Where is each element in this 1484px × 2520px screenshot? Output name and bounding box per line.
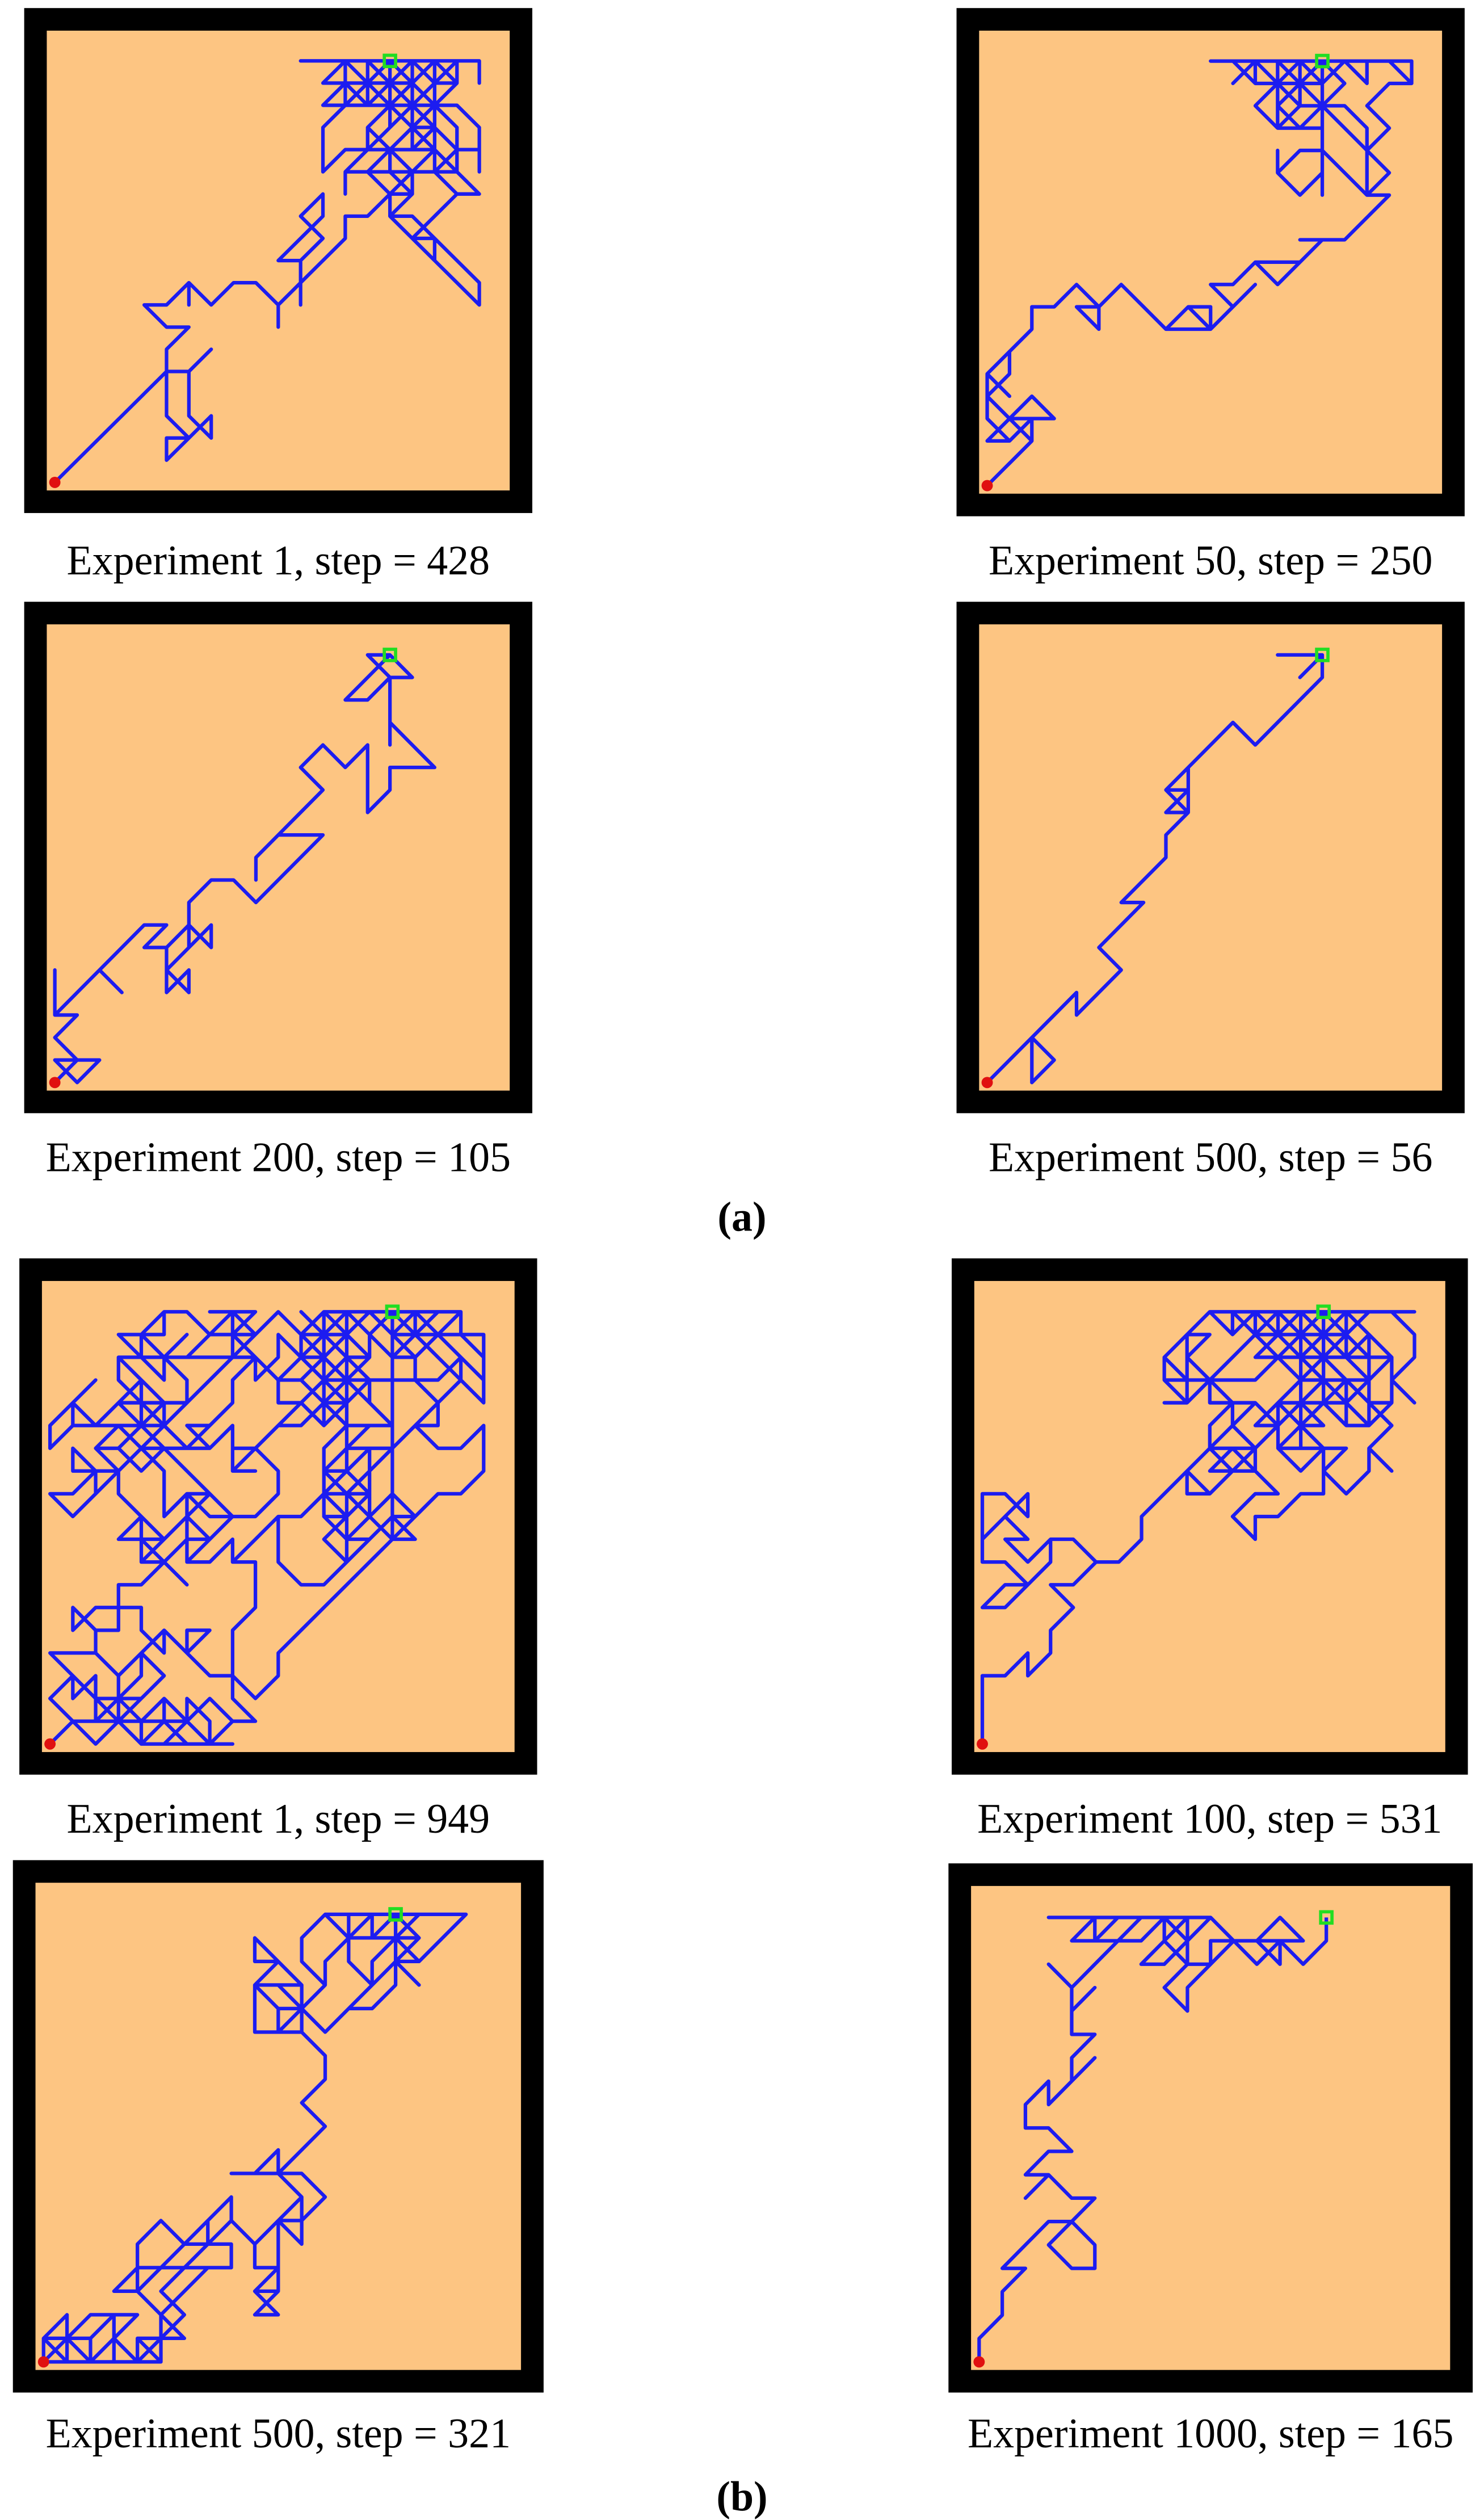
robot-path <box>41 1912 468 2364</box>
panel <box>24 8 532 513</box>
goal-point <box>1315 648 1330 662</box>
goal-point <box>1316 1304 1331 1320</box>
panel <box>12 1860 544 2393</box>
part-label: (a) <box>717 1194 766 1240</box>
panel-caption: Experiment 1000, step = 165 <box>968 2410 1453 2456</box>
robot-path <box>977 1916 1329 2362</box>
goal-point <box>388 1907 403 1922</box>
panel-caption: Experiment 200, step = 105 <box>46 1134 511 1181</box>
goal-point <box>382 53 397 69</box>
start-point <box>981 480 993 492</box>
goal-point <box>382 648 397 662</box>
start-point <box>37 2356 49 2368</box>
panel <box>24 602 532 1114</box>
robot-path <box>53 653 437 1085</box>
panel <box>952 1258 1468 1775</box>
panel-caption: Experiment 1, step = 949 <box>67 1795 490 1842</box>
robot-path <box>48 1310 486 1746</box>
panel <box>948 1863 1473 2393</box>
part-label: (b) <box>716 2473 767 2519</box>
start-point <box>44 1738 56 1750</box>
goal-point <box>1319 1910 1334 1925</box>
start-point <box>977 1738 988 1750</box>
start-point <box>49 476 61 488</box>
start-point <box>973 2356 985 2368</box>
panel <box>956 602 1465 1114</box>
panel-caption: Experiment 500, step = 321 <box>46 2410 511 2456</box>
start-point <box>49 1077 61 1089</box>
panel-caption: Experiment 500, step = 56 <box>989 1134 1432 1181</box>
panel-caption: Experiment 100, step = 531 <box>977 1795 1442 1842</box>
robot-path <box>53 59 481 484</box>
goal-point <box>1315 53 1330 69</box>
robot-path <box>986 653 1325 1085</box>
start-point <box>981 1077 993 1089</box>
robot-path <box>980 1310 1416 1746</box>
environment <box>47 624 510 1091</box>
goal-point <box>385 1304 400 1320</box>
panel <box>956 8 1465 516</box>
environment <box>35 1883 522 2370</box>
panel-caption: Experiment 1, step = 428 <box>67 537 490 583</box>
panel <box>19 1258 537 1775</box>
environment <box>974 1280 1445 1752</box>
robot-path <box>985 59 1414 487</box>
panel-caption: Experiment 50, step = 250 <box>989 537 1432 583</box>
environment <box>979 31 1443 494</box>
